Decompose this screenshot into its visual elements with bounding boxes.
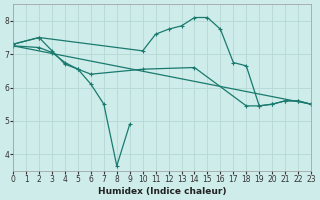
X-axis label: Humidex (Indice chaleur): Humidex (Indice chaleur)	[98, 187, 226, 196]
